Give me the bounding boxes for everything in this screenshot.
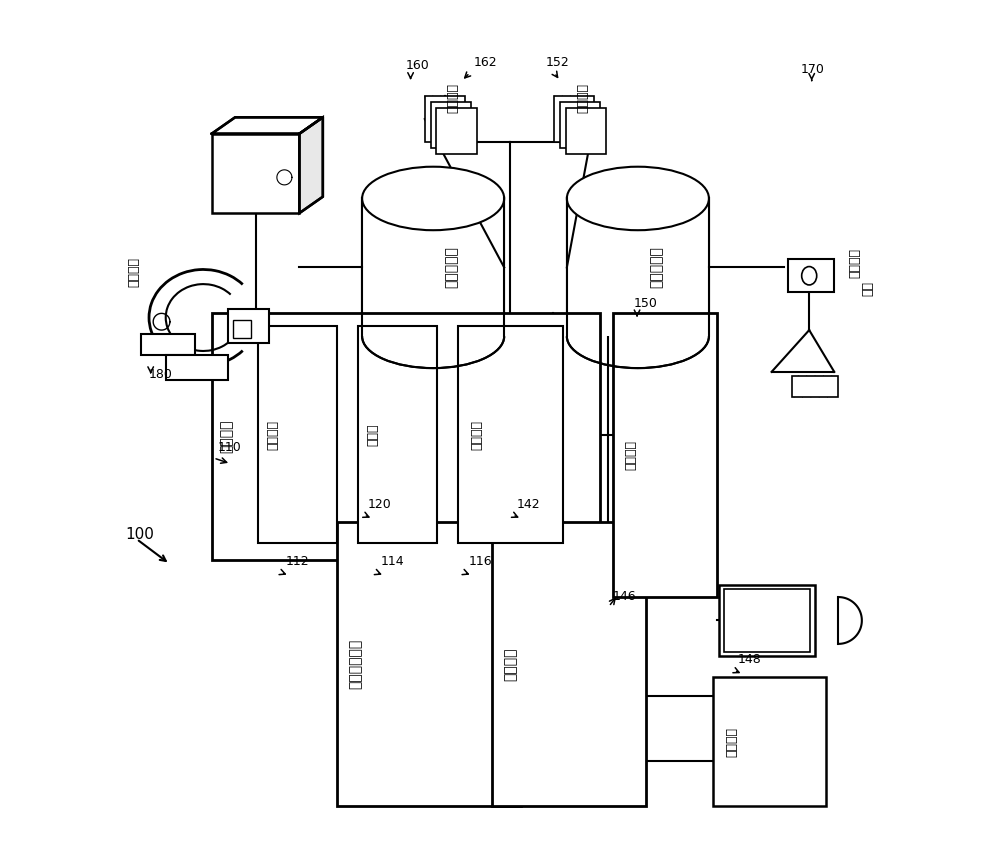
- Bar: [560, 102, 600, 148]
- Bar: [141, 334, 195, 355]
- Bar: [724, 589, 810, 652]
- Polygon shape: [212, 117, 323, 133]
- Text: 治疗装置: 治疗装置: [127, 257, 140, 287]
- Text: 180: 180: [149, 368, 173, 381]
- Polygon shape: [567, 198, 709, 337]
- Bar: [788, 259, 834, 293]
- Text: 治疗处理逻辑: 治疗处理逻辑: [348, 639, 362, 690]
- Bar: [425, 96, 465, 142]
- Polygon shape: [299, 117, 323, 213]
- Text: 装置: 装置: [861, 281, 874, 295]
- Bar: [719, 585, 815, 656]
- Bar: [792, 376, 838, 397]
- Bar: [166, 355, 228, 380]
- Text: 输入装置: 输入装置: [725, 727, 738, 756]
- Text: 162: 162: [473, 57, 497, 69]
- Bar: [212, 133, 299, 213]
- Polygon shape: [362, 198, 504, 337]
- Bar: [566, 108, 606, 154]
- Text: 116: 116: [468, 555, 492, 568]
- Text: 处理电路: 处理电路: [266, 419, 279, 450]
- Text: 120: 120: [368, 498, 392, 511]
- Text: 150: 150: [634, 297, 658, 310]
- Text: 存储器: 存储器: [366, 424, 379, 446]
- Text: 114: 114: [380, 555, 404, 568]
- Bar: [337, 522, 521, 806]
- Text: 图像数据源: 图像数据源: [649, 246, 663, 289]
- Bar: [212, 313, 600, 560]
- Text: 用户接口: 用户接口: [503, 647, 517, 681]
- Bar: [613, 313, 717, 598]
- Text: 152: 152: [546, 57, 570, 69]
- Bar: [431, 102, 471, 148]
- Text: 100: 100: [126, 528, 154, 543]
- Bar: [713, 677, 826, 806]
- Text: 146: 146: [613, 589, 636, 603]
- Bar: [554, 96, 594, 142]
- Text: 存储装置: 存储装置: [470, 419, 483, 450]
- Text: 112: 112: [285, 555, 309, 568]
- Bar: [436, 108, 477, 154]
- Bar: [233, 320, 251, 338]
- Bar: [258, 326, 337, 544]
- Ellipse shape: [362, 167, 504, 230]
- Text: 输出装置: 输出装置: [625, 441, 638, 470]
- Text: 142: 142: [517, 498, 540, 511]
- Text: 图像数据: 图像数据: [576, 84, 589, 113]
- Bar: [492, 522, 646, 806]
- Text: 148: 148: [738, 653, 762, 666]
- Bar: [228, 309, 269, 343]
- Ellipse shape: [802, 267, 817, 285]
- Text: 170: 170: [801, 63, 825, 76]
- Bar: [458, 326, 563, 544]
- Text: 计算系统: 计算系统: [220, 419, 234, 453]
- Text: 治疗数据源: 治疗数据源: [445, 246, 459, 289]
- Text: 图像获取: 图像获取: [849, 248, 862, 279]
- Bar: [358, 326, 437, 544]
- Ellipse shape: [567, 167, 709, 230]
- Text: 110: 110: [218, 441, 241, 454]
- Text: 160: 160: [406, 59, 429, 72]
- Text: 计划数据: 计划数据: [447, 84, 460, 113]
